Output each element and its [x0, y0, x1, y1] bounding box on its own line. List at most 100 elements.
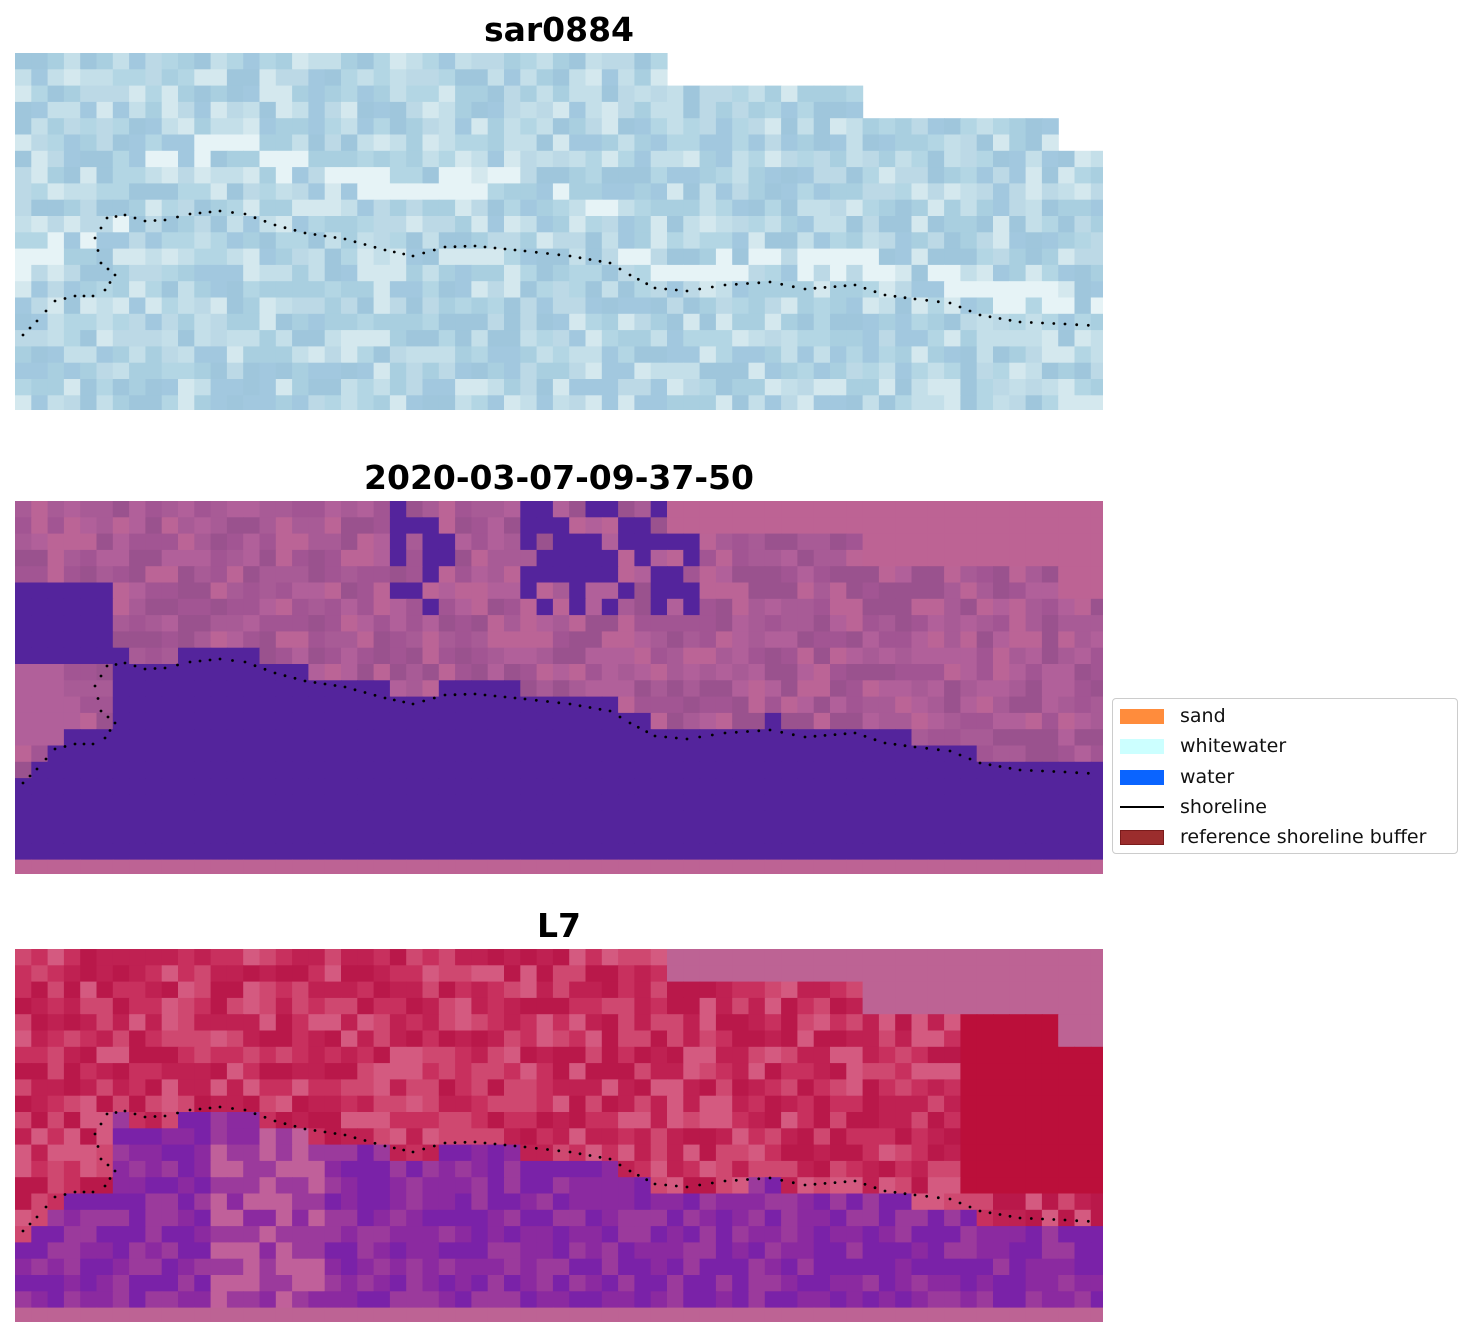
pixel — [308, 1160, 326, 1178]
pixel — [243, 232, 261, 250]
pixel — [178, 1307, 195, 1322]
shoreline-point — [978, 1209, 982, 1213]
pixel — [993, 1177, 1010, 1195]
pixel — [960, 517, 978, 535]
pixel — [552, 167, 570, 184]
pixel — [471, 745, 489, 763]
pixel — [292, 664, 309, 681]
pixel — [813, 232, 831, 250]
pixel — [292, 395, 309, 410]
pixel — [145, 843, 163, 861]
pixel — [438, 729, 456, 747]
pixel — [911, 647, 929, 665]
shoreline-point — [313, 681, 317, 684]
pixel — [422, 1063, 440, 1080]
pixel — [422, 1307, 440, 1322]
pixel — [422, 501, 440, 518]
pixel — [1009, 1095, 1027, 1113]
pixel — [585, 549, 603, 567]
pixel — [797, 1242, 815, 1260]
pixel — [764, 615, 782, 632]
pixel — [15, 1144, 32, 1162]
pixel — [373, 664, 391, 681]
shoreline-point — [791, 1181, 795, 1185]
pixel — [406, 69, 424, 87]
pixel — [960, 1226, 978, 1243]
pixel — [210, 346, 228, 364]
pixel — [585, 297, 603, 315]
pixel — [487, 346, 505, 364]
pixel — [504, 362, 521, 380]
pixel — [569, 150, 587, 168]
pixel — [618, 183, 635, 201]
pixel — [145, 118, 163, 136]
shoreline-point — [780, 1178, 784, 1182]
pixel — [813, 810, 831, 828]
shoreline-point — [1029, 769, 1033, 772]
shoreline-point — [99, 1157, 103, 1161]
pixel — [634, 1307, 652, 1322]
pixel — [650, 134, 668, 152]
pixel — [1090, 843, 1103, 861]
pixel — [895, 362, 913, 380]
pixel — [552, 949, 570, 966]
pixel — [194, 150, 212, 168]
pixel — [389, 216, 407, 233]
pixel — [618, 729, 635, 747]
pixel — [178, 313, 195, 331]
pixel — [927, 778, 945, 795]
pixel — [112, 696, 130, 714]
shoreline-point — [163, 666, 167, 670]
pixel — [31, 598, 49, 616]
pixel — [944, 297, 961, 315]
pixel — [129, 297, 146, 315]
pixel — [357, 827, 375, 844]
pixel — [373, 501, 391, 518]
pixel — [650, 533, 668, 551]
pixel — [47, 794, 65, 812]
pixel — [487, 1275, 505, 1292]
pixel — [781, 965, 798, 983]
pixel — [634, 810, 652, 828]
pixel — [552, 1079, 570, 1097]
pixel — [993, 281, 1010, 299]
pixel — [552, 549, 570, 567]
pixel — [389, 1144, 407, 1162]
pixel — [699, 949, 717, 966]
pixel — [96, 981, 114, 999]
pixel — [732, 264, 750, 282]
pixel — [715, 1014, 733, 1032]
pixel — [324, 827, 342, 844]
pixel — [129, 1209, 146, 1227]
pixel — [80, 248, 98, 266]
pixel — [699, 1095, 717, 1113]
pixel — [275, 1014, 293, 1032]
pixel — [667, 85, 684, 103]
pixel — [732, 216, 750, 233]
pixel — [1074, 395, 1092, 410]
pixel — [292, 827, 309, 844]
pixel — [618, 997, 635, 1015]
pixel — [373, 232, 391, 250]
pixel — [129, 1030, 146, 1048]
pixel — [112, 1226, 130, 1243]
pixel — [292, 167, 309, 184]
pixel — [1041, 1160, 1059, 1178]
pixel — [764, 778, 782, 795]
pixel — [471, 1112, 489, 1129]
shoreline-point — [791, 733, 795, 737]
shoreline-point — [833, 733, 837, 736]
pixel — [292, 615, 309, 632]
pixel — [911, 1209, 929, 1227]
pixel — [830, 1063, 847, 1080]
pixel — [911, 1095, 929, 1113]
pixel — [781, 810, 798, 828]
pixel — [618, 1063, 635, 1080]
pixel — [161, 664, 179, 681]
pixel — [15, 281, 32, 299]
pixel — [650, 965, 668, 983]
pixel — [194, 680, 212, 698]
pixel — [634, 53, 652, 70]
pixel — [911, 346, 929, 364]
shoreline-point — [503, 695, 507, 699]
